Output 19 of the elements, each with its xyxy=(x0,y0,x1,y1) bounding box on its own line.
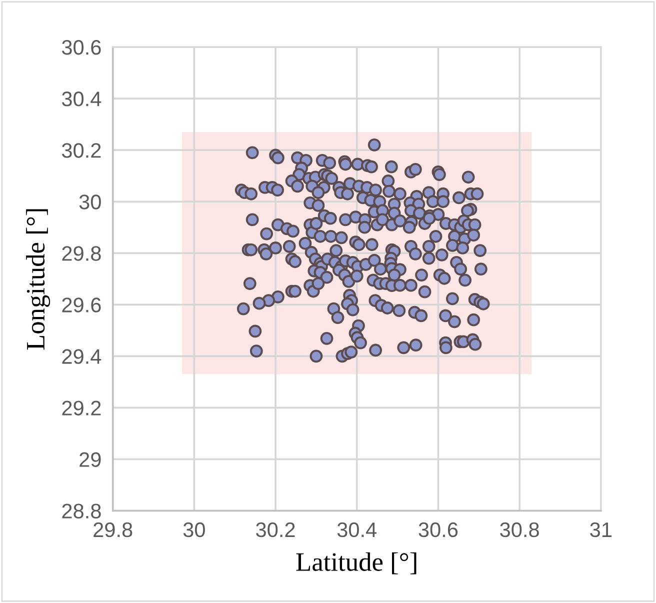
y-tick-label: 30 xyxy=(79,194,101,210)
y-axis-title: Longitude [°] xyxy=(26,209,50,350)
x-tick-label: 31 xyxy=(590,522,612,538)
x-axis-title: Latitude [°] xyxy=(296,552,416,574)
y-tick-label: 30.2 xyxy=(62,143,101,158)
y-tick-label: 30.4 xyxy=(62,92,102,106)
x-tick-label: 30.4 xyxy=(337,522,377,538)
y-tick-label: 30.6 xyxy=(62,40,101,55)
y-tick-label: 29 xyxy=(80,452,101,467)
x-tick-label: 30.2 xyxy=(256,522,295,538)
y-tick-label: 28.8 xyxy=(62,504,101,518)
x-tick-label: 29.8 xyxy=(94,522,132,538)
y-tick-label: 29.4 xyxy=(62,349,102,364)
y-tick-label: 29.6 xyxy=(62,298,101,312)
x-tick-label: 30.6 xyxy=(418,522,458,538)
x-tick-label: 30.8 xyxy=(500,522,539,538)
y-tick-label: 29.2 xyxy=(62,400,101,416)
x-tick-label: 30 xyxy=(183,522,205,538)
y-tick-label: 29.8 xyxy=(62,246,101,261)
